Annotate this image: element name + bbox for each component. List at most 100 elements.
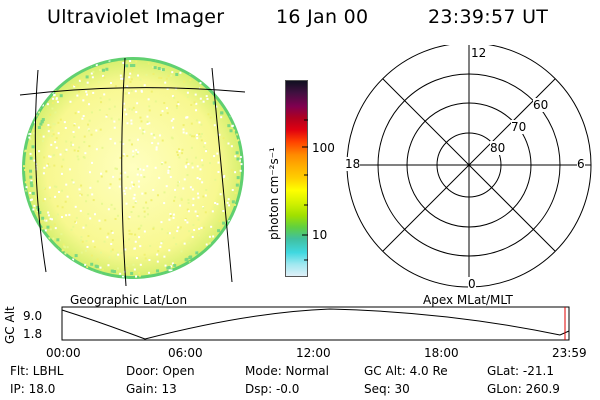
speckle-dot <box>45 61 48 64</box>
edge-speckle-dot <box>29 169 33 173</box>
speckle-dot <box>130 89 133 92</box>
speckle-dot <box>148 105 151 108</box>
speckle-dot <box>240 60 243 63</box>
speckle-dot <box>32 263 35 266</box>
speckle-dot <box>96 258 99 261</box>
speckle-dot <box>42 135 45 138</box>
speckle-dot <box>241 64 243 67</box>
edge-speckle-dot <box>29 181 33 185</box>
speckle-dot <box>28 136 31 139</box>
speckle-dot <box>108 256 111 259</box>
latitude-line <box>19 87 246 96</box>
speckle-dot <box>171 71 174 74</box>
speckle-dot <box>23 150 26 153</box>
speckle-dot <box>161 240 164 243</box>
speckle-dot <box>38 150 41 153</box>
speckle-dot <box>101 146 104 149</box>
speckle-dot <box>62 249 65 252</box>
speckle-dot <box>135 111 138 114</box>
speckle-dot <box>99 266 102 269</box>
speckle-dot <box>83 135 86 138</box>
speckle-dot <box>53 223 56 226</box>
speckle-dot <box>80 193 83 196</box>
speckle-dot <box>57 61 60 64</box>
speckle-dot <box>55 137 58 140</box>
speckle-dot <box>54 227 57 230</box>
speckle-dot <box>222 137 225 140</box>
speckle-dot <box>140 174 143 177</box>
speckle-dot <box>105 114 108 117</box>
speckle-dot <box>191 166 194 169</box>
speckle-dot <box>158 176 161 179</box>
speckle-dot <box>137 180 140 183</box>
speckle-dot <box>130 72 133 75</box>
speckle-dot <box>145 201 148 204</box>
speckle-dot <box>57 121 60 124</box>
speckle-dot <box>177 226 180 229</box>
speckle-dot <box>184 165 187 168</box>
speckle-dot <box>175 104 178 107</box>
speckle-dot <box>23 102 26 105</box>
speckle-dot <box>156 260 159 263</box>
speckle-dot <box>177 103 180 106</box>
speckle-dot <box>154 166 157 169</box>
speckle-dot <box>62 243 65 246</box>
speckle-dot <box>130 211 133 214</box>
speckle-dot <box>77 110 80 113</box>
speckle-dot <box>190 233 193 236</box>
speckle-dot <box>29 191 32 194</box>
speckle-dot <box>207 242 210 245</box>
speckle-dot <box>114 254 117 257</box>
speckle-dot <box>108 59 111 62</box>
speckle-dot <box>132 257 135 260</box>
speckle-dot <box>206 97 209 100</box>
speckle-dot <box>111 248 114 251</box>
speckle-dot <box>81 117 84 120</box>
speckle-dot <box>220 116 223 119</box>
speckle-dot <box>231 189 234 192</box>
speckle-dot <box>186 221 189 224</box>
speckle-dot <box>242 106 243 109</box>
speckle-dot <box>197 218 200 221</box>
edge-speckle-dot <box>129 64 133 68</box>
speckle-dot <box>65 148 68 151</box>
speckle-dot <box>138 236 141 239</box>
speckle-dot <box>55 185 58 188</box>
speckle-dot <box>55 146 58 149</box>
speckle-dot <box>143 130 146 133</box>
speckle-dot <box>77 150 80 153</box>
edge-speckle-dot <box>161 68 165 72</box>
speckle-dot <box>132 106 135 109</box>
speckle-dot <box>157 249 160 252</box>
speckle-dot <box>142 206 145 209</box>
speckle-dot <box>119 272 122 275</box>
speckle-dot <box>68 213 71 216</box>
speckle-dot <box>230 169 233 172</box>
speckle-dot <box>143 175 146 178</box>
speckle-dot <box>204 69 207 72</box>
speckle-dot <box>75 216 78 219</box>
speckle-dot <box>57 269 60 272</box>
speckle-dot <box>200 132 203 135</box>
speckle-dot <box>168 166 171 169</box>
speckle-dot <box>167 171 170 174</box>
speckle-dot <box>45 250 48 253</box>
speckle-dot <box>233 203 236 206</box>
edge-speckle-dot <box>235 183 239 187</box>
mlt-label-12: 12 <box>471 46 487 60</box>
speckle-dot <box>86 266 89 269</box>
speckle-dot <box>133 268 136 271</box>
speckle-dot <box>118 118 121 121</box>
speckle-dot <box>92 91 95 94</box>
speckle-dot <box>218 220 221 223</box>
speckle-dot <box>178 156 181 159</box>
speckle-dot <box>85 200 88 203</box>
speckle-dot <box>200 226 203 229</box>
speckle-dot <box>228 271 231 274</box>
speckle-dot <box>133 193 136 196</box>
speckle-dot <box>89 186 92 189</box>
speckle-dot <box>98 219 101 222</box>
speckle-dot <box>105 170 108 173</box>
speckle-dot <box>110 203 113 206</box>
speckle-dot <box>72 258 75 261</box>
